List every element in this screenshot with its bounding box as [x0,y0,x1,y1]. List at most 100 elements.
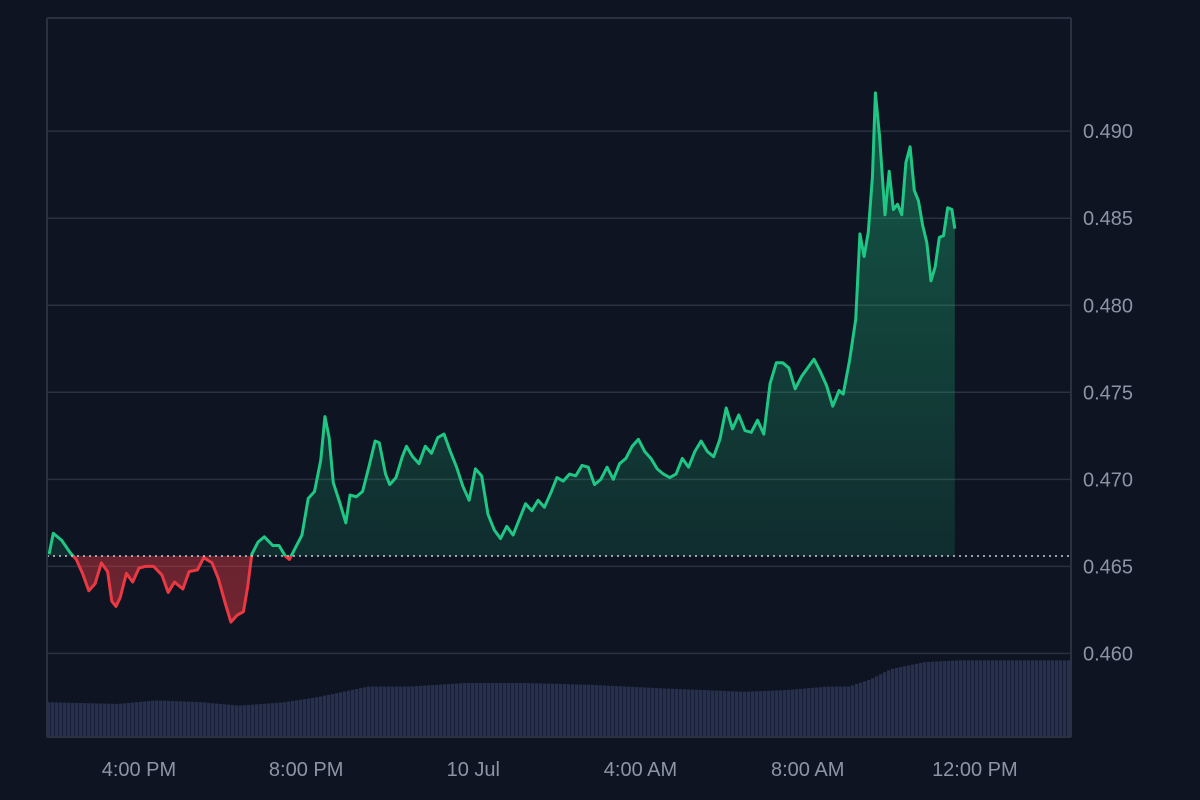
volume-bar [947,660,951,737]
volume-bar [67,702,71,737]
volume-bar [519,683,523,737]
volume-bar [535,683,539,737]
volume-bar [671,688,675,737]
volume-bar [383,686,387,737]
volume-bar [159,700,163,737]
volume-bar [651,687,655,737]
volume-bar [315,697,319,737]
volume-bar [747,691,751,737]
volume-bar [423,685,427,737]
volume-bar [675,688,679,737]
volume-bar [135,702,139,737]
volume-bar [1055,660,1059,737]
volume-bar [583,684,587,737]
x-tick-label: 8:00 PM [269,759,343,781]
volume-bar [735,691,739,737]
y-tick-label: 0.475 [1083,382,1133,404]
volume-bar [279,702,283,737]
x-axis-ticks: 4:00 PM 8:00 PM 10 Jul 4:00 AM 8:00 AM 12:00 … [102,759,1018,781]
volume-bar [367,686,371,737]
volume-bar [267,703,271,737]
volume-bar [847,686,851,737]
volume-bar [103,703,107,737]
volume-bar [839,686,843,737]
volume-bar [115,703,119,737]
volume-bar [859,682,863,737]
volume-bar [827,686,831,737]
volume-bar [807,688,811,737]
volume-bar [227,704,231,737]
volume-bar [351,689,355,737]
volume-bar [319,696,323,737]
volume-bar [611,685,615,737]
volume-bar [987,660,991,737]
volume-bar [471,683,475,737]
volume-bar [195,702,199,737]
volume-bar [131,702,135,737]
volume-bar [751,691,755,737]
volume-bar [139,701,143,737]
volume-bar [251,704,255,737]
volume-bar [1007,660,1011,737]
volume-bar [835,686,839,737]
volume-bar [91,703,95,737]
volume-bar [331,693,335,737]
volume-bar [527,683,531,737]
volume-bar [363,687,367,737]
x-tick-label: 4:00 PM [102,759,176,781]
volume-bar [199,702,203,737]
volume-bar [1019,660,1023,737]
volume-bar [415,686,419,737]
volume-bar [119,703,123,737]
volume-bar [431,685,435,737]
volume-bar [1047,660,1051,737]
volume-bar [699,689,703,737]
volume-bar [1015,660,1019,737]
price-line-down [71,555,293,624]
volume-bar [715,690,719,737]
volume-bar [1027,660,1031,737]
volume-bar [155,700,159,737]
volume-bar [219,703,223,737]
volume-bar [931,661,935,737]
volume-bar [343,691,347,737]
volume-bar [707,690,711,737]
volume-bar [695,689,699,737]
volume-bar [439,684,443,737]
volume-bar [883,672,887,737]
volume-bar [819,687,823,737]
volume-bar [555,683,559,737]
volume-bar [1063,660,1067,737]
volume-bar [899,667,903,737]
volume-bar [147,701,151,737]
volume-bar [295,700,299,737]
volume-bar [935,661,939,737]
volume-bar [247,704,251,737]
volume-bar [915,663,919,737]
volume-bar [607,685,611,737]
volume-bar [239,705,243,737]
volume-bar [495,683,499,737]
volume-bar [87,703,91,737]
volume-bar [51,702,55,737]
volume-bar [615,686,619,737]
volume-bar [451,683,455,737]
volume-bar [371,686,375,737]
volume-bar [939,661,943,737]
volume-bar [991,660,995,737]
volume-bar [283,702,287,737]
volume-bar [723,690,727,737]
volume-bar [491,683,495,737]
volume-bar [63,702,67,737]
volume-bar [223,704,227,737]
volume-bar [183,701,187,737]
price-area [49,92,955,623]
volume-bar [455,683,459,737]
volume-bar [763,690,767,737]
volume-bar [823,686,827,737]
volume-bar [167,700,171,737]
volume-bar [891,668,895,737]
volume-bar [1003,660,1007,737]
volume-bar [391,686,395,737]
volume-bar [799,688,803,737]
